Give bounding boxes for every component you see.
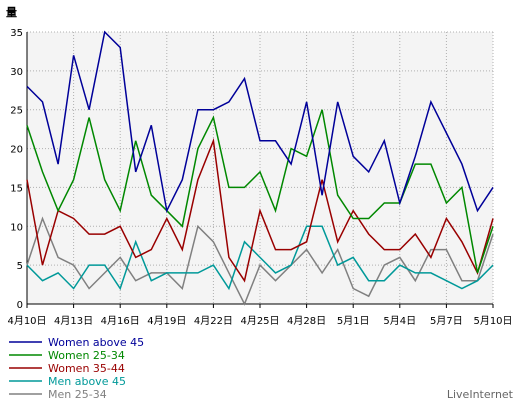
- y-tick-label: 20: [10, 145, 23, 156]
- series-line-women-35-44: [26, 137, 494, 283]
- y-tick-label: 25: [10, 106, 23, 117]
- plot-area: 0 5 10 15 20 25 30 35 4月10日 4月13日 4月16日 4月19日 4月22日 4…: [7, 28, 512, 327]
- x-tick-label: 4月13日: [54, 315, 93, 327]
- series-line-women-above-45: [26, 30, 494, 214]
- x-tick-label: 5月7日: [430, 315, 463, 327]
- y-tick-label: 35: [10, 28, 23, 39]
- y-tick-label: 5: [17, 261, 23, 272]
- legend-label: Men above 45: [48, 375, 126, 388]
- x-tick-label: 4月25日: [240, 315, 279, 327]
- y-axis-label: 量: [6, 6, 17, 19]
- x-tick-label: 4月22日: [194, 315, 233, 327]
- series-line-men-above-45: [26, 225, 494, 291]
- x-tick-label: 5月1日: [337, 315, 370, 327]
- legend-label: Women 25-34: [48, 349, 125, 362]
- x-tick-label: 5月10日: [473, 315, 512, 327]
- x-tick-label: 4月10日: [7, 315, 46, 327]
- legend-label: Men 25-34: [48, 388, 107, 401]
- y-tick-label: 10: [10, 222, 23, 233]
- y-tick-label: 0: [17, 300, 23, 311]
- series-line-women-25-34: [26, 109, 494, 274]
- series-line-men-25-34: [26, 216, 494, 306]
- x-tick-label: 5月4日: [383, 315, 416, 327]
- y-tick-label: 15: [10, 183, 23, 194]
- y-tick-label: 30: [10, 67, 23, 78]
- x-tick-label: 4月16日: [101, 315, 140, 327]
- x-tick-label: 4月28日: [287, 315, 326, 327]
- brand-label: LiveInternet: [447, 388, 514, 401]
- legend-label: Women above 45: [48, 336, 144, 349]
- legend-label: Women 35-44: [48, 362, 125, 375]
- x-tick-label: 4月19日: [147, 315, 186, 327]
